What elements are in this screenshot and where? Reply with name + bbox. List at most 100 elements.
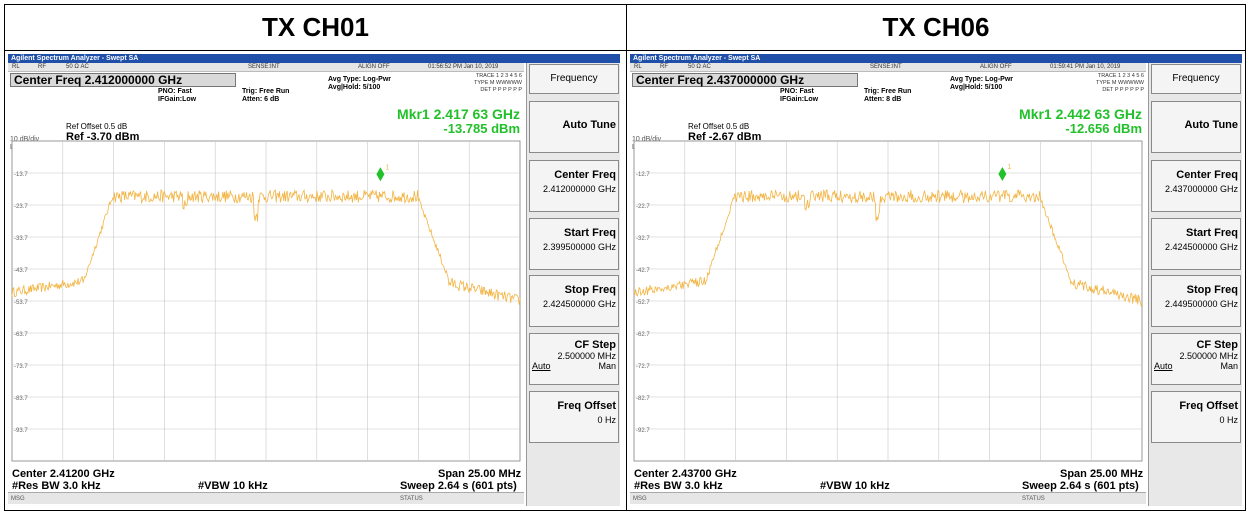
pno-label: PNO: Fast [780, 88, 814, 95]
auto-option[interactable]: Auto [1154, 361, 1173, 371]
auto-option[interactable]: Auto [532, 361, 551, 371]
freq-offset-title: Freq Offset [557, 400, 616, 412]
y-tick-label: -82.7 [636, 396, 650, 402]
y-tick-label: -12.7 [636, 172, 650, 178]
ifgain-label: IFGain:Low [158, 96, 197, 103]
auto-man-toggle[interactable]: Auto Man [1152, 361, 1238, 371]
man-option[interactable]: Man [1220, 361, 1238, 371]
y-tick-label: -93.7 [14, 428, 28, 434]
status-label: STATUS [1022, 496, 1045, 502]
center-bottom: Center 2.43700 GHz [634, 468, 737, 480]
y-tick-label: -23.7 [14, 204, 28, 210]
y-tick-label: -62.7 [636, 332, 650, 338]
spectrum-trace [633, 188, 1143, 307]
man-option[interactable]: Man [598, 361, 616, 371]
marker-level: -13.785 dBm [443, 121, 520, 136]
spectrum-plot: -12.7 -22.7 -32.7 -42.7 -52.7 -62.7 -72.7 -82.7… [633, 140, 1143, 462]
align-indicator: ALIGN OFF [980, 64, 1012, 70]
start-freq-title: Start Freq [564, 227, 616, 239]
sweep-label: Sweep 2.64 s (601 pts) [400, 480, 517, 492]
freq-offset-value: 0 Hz [1219, 415, 1238, 425]
stop-freq-value: 2.424500000 GHz [542, 299, 616, 309]
marker-diamond-icon [998, 166, 1007, 181]
marker-level: -12.656 dBm [1065, 121, 1142, 136]
y-tick-label: -42.7 [636, 268, 650, 274]
span-label: Span 25.00 MHz [438, 468, 522, 480]
det-row: DET P P P P P P [1102, 87, 1144, 93]
det-row: DET P P P P P P [480, 87, 522, 93]
center-freq-title: Center Freq [554, 169, 616, 181]
auto-tune-label: Auto Tune [562, 119, 616, 131]
cf-step-value: 2.500000 MHz [557, 351, 616, 361]
y-tick-label: -72.7 [636, 364, 650, 370]
center-freq-bar[interactable]: Center Freq 2.412000000 GHz [10, 73, 236, 87]
softkey-frequency[interactable]: Frequency [1151, 64, 1241, 94]
status-row: RL RF 50 Ω AC SENSE:INT ALIGN OFF 01:59:… [630, 63, 1146, 72]
trig-label: Trig: Free Run [242, 88, 290, 95]
y-tick-label: -92.7 [636, 428, 650, 434]
center-freq-title: Center Freq [1176, 169, 1238, 181]
rl-indicator: RL [12, 64, 20, 70]
marker-diamond-icon [376, 167, 385, 182]
softkey-auto-tune[interactable]: Auto Tune [1151, 101, 1241, 153]
trace-row: TRACE 1 2 3 4 5 6 [1097, 73, 1144, 79]
type-row: TYPE M WWWWW [474, 80, 522, 86]
scale-per-div: 10 dB/div [632, 136, 662, 143]
avg-hold-label: Avg|Hold: 5/100 [328, 84, 381, 91]
impedance-indicator: 50 Ω AC [688, 64, 711, 70]
softkey-stop-freq[interactable]: Stop Freq 2.449500000 GHz [1151, 275, 1241, 327]
softkey-panel: Frequency Auto Tune Center Freq 2.437000… [1148, 63, 1242, 506]
stop-freq-title: Stop Freq [1186, 284, 1238, 296]
y-tick-label: -22.7 [636, 204, 650, 210]
rl-indicator: RL [634, 64, 642, 70]
avg-hold-label: Avg|Hold: 5/100 [950, 84, 1003, 91]
header-tx-ch06: TX CH06 [627, 5, 1245, 51]
softkey-frequency[interactable]: Frequency [529, 64, 619, 94]
start-freq-value: 2.399500000 GHz [542, 242, 616, 252]
window-title: Agilent Spectrum Analyzer - Swept SA [8, 54, 620, 63]
softkey-center-freq[interactable]: Center Freq 2.437000000 GHz [1151, 160, 1241, 212]
trace-row: TRACE 1 2 3 4 5 6 [475, 73, 522, 79]
y-tick-label: -53.7 [14, 300, 28, 306]
auto-man-toggle[interactable]: Auto Man [530, 361, 616, 371]
trace-info: TRACE 1 2 3 4 5 6 TYPE M WWWWW DET P P P… [1070, 73, 1144, 99]
atten-label: Atten: 8 dB [864, 96, 902, 103]
center-freq-value: 2.412000000 GHz [542, 184, 616, 194]
center-bottom: Center 2.41200 GHz [12, 468, 115, 480]
rf-indicator: RF [660, 64, 668, 70]
msg-label: MSG [11, 496, 25, 502]
timestamp: 01:59:41 PM Jan 10, 2019 [1050, 64, 1121, 70]
softkey-auto-tune[interactable]: Auto Tune [529, 101, 619, 153]
softkey-center-freq[interactable]: Center Freq 2.412000000 GHz [529, 160, 619, 212]
freq-offset-value: 0 Hz [597, 415, 616, 425]
softkey-frequency-label: Frequency [550, 73, 598, 84]
softkey-cf-step[interactable]: CF Step 2.500000 MHz Auto Man [1151, 333, 1241, 385]
y-tick-label: -73.7 [14, 364, 28, 370]
softkey-freq-offset[interactable]: Freq Offset 0 Hz [529, 391, 619, 443]
trace-info: TRACE 1 2 3 4 5 6 TYPE M WWWWW DET P P P… [448, 73, 522, 99]
marker-frequency: Mkr1 2.417 63 GHz [397, 106, 520, 122]
softkey-panel: Frequency Auto Tune Center Freq 2.412000… [526, 63, 620, 506]
marker-number: 1 [385, 164, 389, 171]
analyzer-screen-ch06: Agilent Spectrum Analyzer - Swept SA RL … [630, 54, 1242, 506]
softkey-start-freq[interactable]: Start Freq 2.424500000 GHz [1151, 218, 1241, 270]
ref-level: Ref -3.70 dBm [66, 131, 140, 143]
softkey-freq-offset[interactable]: Freq Offset 0 Hz [1151, 391, 1241, 443]
rf-indicator: RF [38, 64, 46, 70]
sweep-label: Sweep 2.64 s (601 pts) [1022, 480, 1139, 492]
center-freq-bar[interactable]: Center Freq 2.437000000 GHz [632, 73, 858, 87]
auto-tune-label: Auto Tune [1184, 119, 1238, 131]
stop-freq-title: Stop Freq [564, 284, 616, 296]
freq-offset-title: Freq Offset [1179, 400, 1238, 412]
header-tx-ch01: TX CH01 [5, 5, 626, 51]
y-tick-labels: -12.7 -22.7 -32.7 -42.7 -52.7 -62.7 -72.7 -82.7… [636, 172, 650, 434]
start-freq-value: 2.424500000 GHz [1164, 242, 1238, 252]
y-tick-label: -33.7 [14, 236, 28, 242]
vbw-label: #VBW 10 kHz [820, 480, 890, 492]
softkey-start-freq[interactable]: Start Freq 2.399500000 GHz [529, 218, 619, 270]
sense-indicator: SENSE:INT [870, 64, 902, 70]
softkey-cf-step[interactable]: CF Step 2.500000 MHz Auto Man [529, 333, 619, 385]
marker-number: 1 [1007, 164, 1011, 171]
softkey-stop-freq[interactable]: Stop Freq 2.424500000 GHz [529, 275, 619, 327]
type-row: TYPE M WWWWW [1096, 80, 1144, 86]
